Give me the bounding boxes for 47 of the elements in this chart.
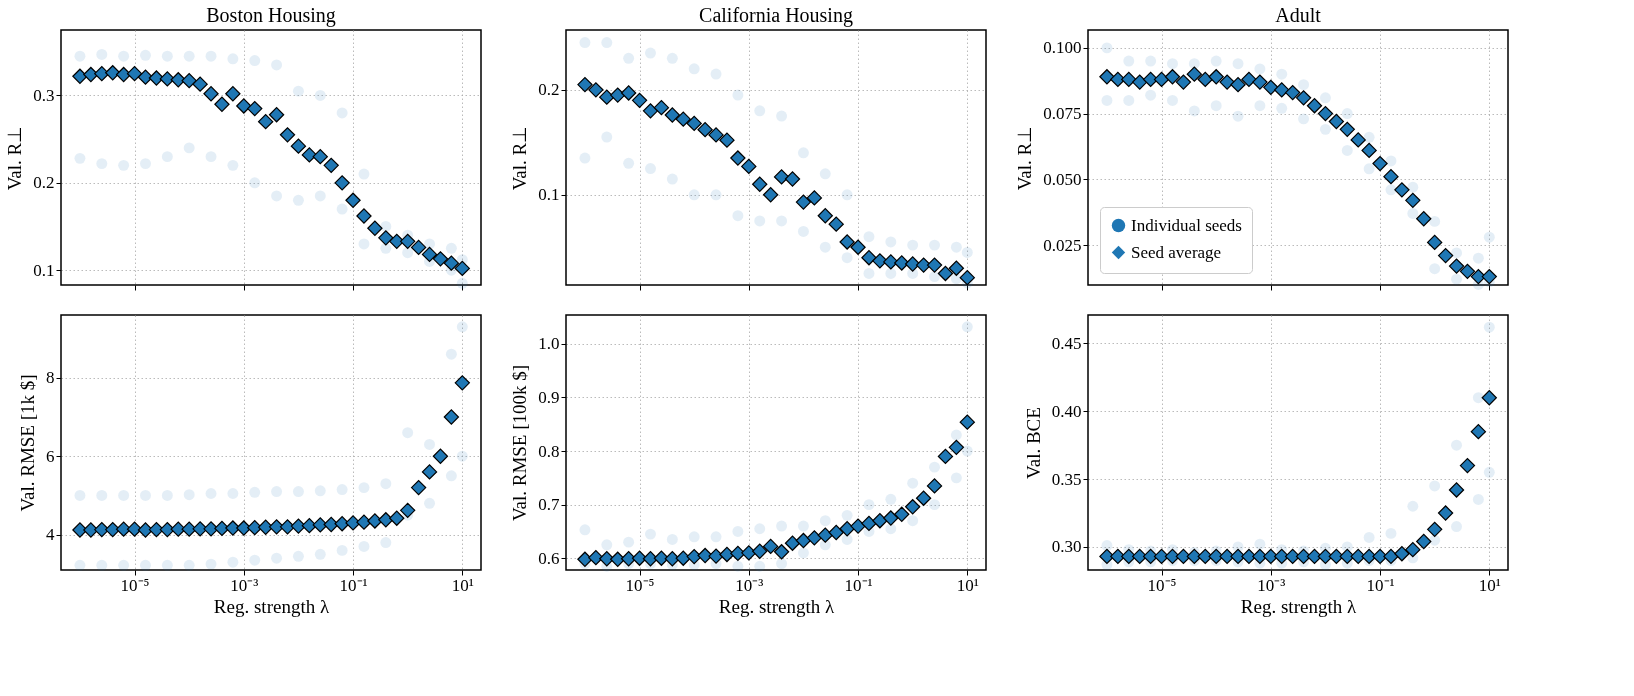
- y-tick-label: 0.8: [538, 441, 560, 461]
- y-tick-label: 0.075: [1043, 104, 1082, 124]
- y-tick-label: 0.45: [1051, 333, 1082, 353]
- y-tick-label: 6: [46, 446, 55, 466]
- y-tick-label: 8: [46, 368, 55, 388]
- y-tick-label: 0.6: [538, 548, 560, 568]
- legend-label: Seed average: [1131, 242, 1222, 262]
- y-tick-label: 0.2: [538, 80, 560, 100]
- legend-label: Individual seeds: [1131, 215, 1242, 235]
- chart-title: Boston Housing: [206, 4, 336, 27]
- x-tick-label: 10¹: [956, 575, 979, 595]
- x-tick-label: 10¹: [1478, 575, 1501, 595]
- x-tick-label: 10⁻³: [1257, 575, 1286, 595]
- y-tick-label: 0.40: [1051, 401, 1082, 421]
- y-tick-label: 0.3: [33, 86, 55, 105]
- x-tick-label: 10⁻³: [735, 575, 764, 595]
- y-tick-label: 0.2: [33, 173, 55, 193]
- y-tick-label: 0.100: [1043, 38, 1082, 58]
- y-tick-label: 0.025: [1043, 235, 1082, 255]
- y-tick-label: 0.7: [538, 495, 560, 515]
- x-axis-title: Reg. strength λ: [1240, 595, 1357, 617]
- x-tick-label: 10⁻¹: [339, 575, 368, 595]
- x-tick-label: 10⁻¹: [1366, 575, 1395, 595]
- y-tick-label: 0.050: [1043, 169, 1082, 189]
- y-axis-title: Val. RMSE [100k $]: [509, 364, 531, 522]
- y-axis-title: Val. R⊥: [1014, 125, 1036, 191]
- x-tick-label: 10⁻⁵: [625, 575, 655, 595]
- y-tick-label: 0.30: [1051, 537, 1082, 557]
- y-tick-label: 4: [46, 525, 55, 545]
- x-axis-title: Reg. strength λ: [213, 595, 330, 617]
- y-tick-label: 0.1: [538, 185, 560, 205]
- x-tick-label: 10⁻³: [230, 575, 259, 595]
- y-tick-label: 0.9: [538, 388, 560, 407]
- x-tick-label: 10⁻⁵: [120, 575, 150, 595]
- x-tick-label: 10⁻⁵: [1147, 575, 1177, 595]
- y-axis-title: Val. BCE: [1022, 407, 1044, 479]
- y-axis-title: Val. RMSE [1k $]: [17, 374, 38, 512]
- y-tick-label: 0.1: [33, 260, 55, 280]
- x-axis-title: Reg. strength λ: [718, 595, 835, 617]
- x-tick-label: 10¹: [451, 575, 474, 595]
- x-tick-label: 10⁻¹: [844, 575, 873, 595]
- y-tick-label: 1.0: [538, 334, 560, 354]
- y-tick-label: 0.35: [1051, 469, 1082, 489]
- chart-title: California Housing: [699, 4, 853, 27]
- y-axis-title: Val. R⊥: [4, 125, 26, 191]
- chart-title: Adult: [1275, 4, 1322, 26]
- y-axis-title: Val. R⊥: [509, 125, 531, 191]
